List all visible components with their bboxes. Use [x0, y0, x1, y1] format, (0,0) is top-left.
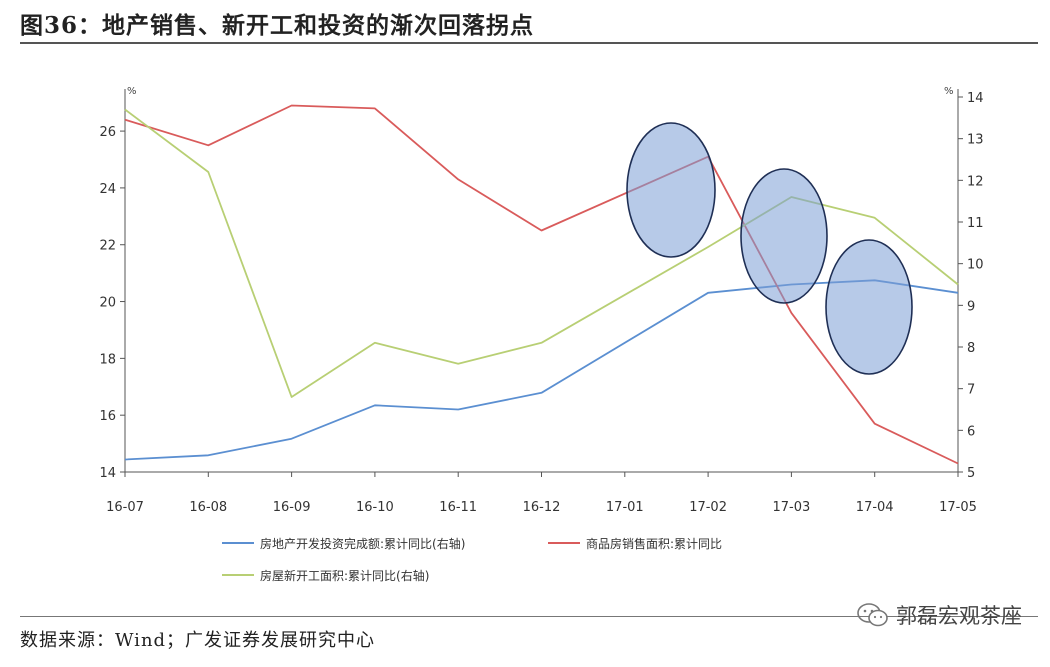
turning-point-highlight: [740, 168, 828, 304]
left-tick-label: 22: [99, 239, 116, 254]
series-line: [124, 108, 959, 398]
title-rule: [20, 42, 1038, 44]
left-tick-label: 24: [99, 182, 116, 197]
x-tick-label: 17-04: [856, 500, 894, 515]
figure-title: 图36：地产销售、新开工和投资的渐次回落拐点: [20, 12, 535, 39]
left-tick-label: 20: [99, 296, 116, 311]
right-tick-label: 10: [967, 258, 984, 273]
line-chart: % % 14 16 18 20 22 24 26 5 6 7 8 9 10 11 12 13 14 16-07 16-0…: [99, 86, 984, 583]
turning-point-highlight: [825, 239, 913, 375]
left-tick-label: 14: [99, 466, 116, 481]
left-tick-label: 26: [99, 125, 116, 140]
x-tick-label: 17-01: [606, 500, 644, 515]
right-tick-label: 7: [967, 383, 975, 398]
x-tick-label: 16-07: [106, 500, 144, 515]
x-tick-label: 16-09: [273, 500, 311, 515]
watermark: 郭磊宏观茶座: [856, 600, 1022, 630]
wechat-icon: [856, 602, 890, 628]
x-tick-label: 16-12: [523, 500, 561, 515]
legend-label: 商品房销售面积:累计同比: [586, 536, 722, 551]
x-tick-label: 16-11: [439, 500, 477, 515]
right-tick-label: 14: [967, 91, 984, 106]
left-tick-label: 18: [99, 352, 116, 367]
x-tick-label: 17-03: [773, 500, 811, 515]
right-tick-label: 11: [967, 216, 984, 231]
right-tick-label: 8: [967, 341, 975, 356]
legend-label: 房屋新开工面积:累计同比(右轴): [260, 568, 429, 583]
left-axis-unit: %: [127, 86, 137, 97]
watermark-text: 郭磊宏观茶座: [896, 604, 1022, 628]
source-rule: [20, 616, 1038, 617]
source-note: 数据来源：Wind；广发证券发展研究中心: [20, 630, 376, 651]
x-tick-label: 17-02: [689, 500, 727, 515]
right-tick-label: 9: [967, 299, 975, 314]
x-tick-label: 17-05: [939, 500, 977, 515]
x-tick-label: 16-10: [356, 500, 394, 515]
right-tick-label: 13: [967, 133, 984, 148]
right-axis-unit: %: [944, 86, 954, 97]
legend-label: 房地产开发投资完成额:累计同比(右轴): [260, 536, 465, 551]
left-tick-label: 16: [99, 409, 116, 424]
series-line: [124, 104, 959, 465]
x-tick-label: 16-08: [189, 500, 227, 515]
turning-point-highlight: [626, 122, 716, 258]
right-tick-label: 12: [967, 174, 984, 189]
right-tick-label: 6: [967, 424, 975, 439]
right-tick-label: 5: [967, 466, 975, 481]
